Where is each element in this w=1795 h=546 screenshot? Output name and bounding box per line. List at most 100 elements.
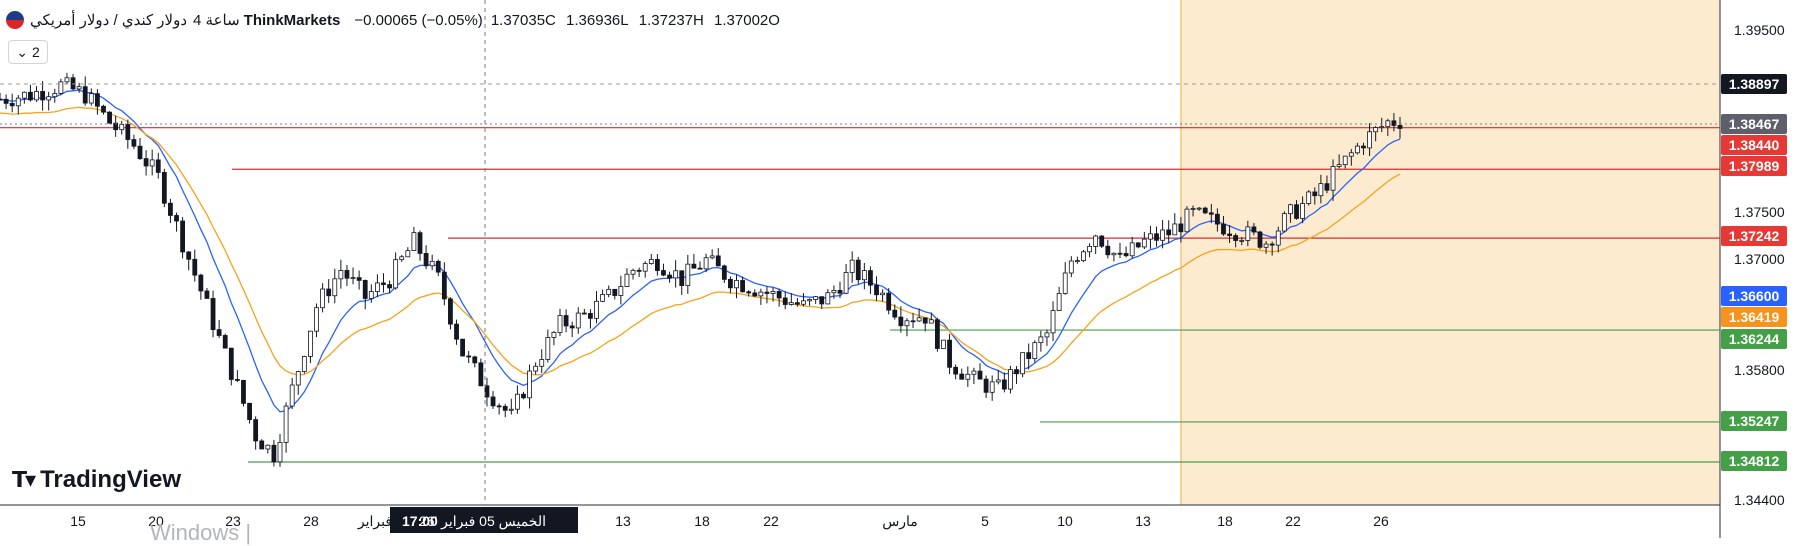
candle-body [728,278,733,289]
candle-body [192,258,198,276]
tradingview-logo[interactable]: 𝗧▾ TradingView [12,466,181,494]
candle-body [1245,226,1251,241]
indicators-toggle-button[interactable]: ⌄ 2 [8,40,48,64]
candle-body [387,284,392,289]
candle-body [393,259,399,289]
time-tick-label: 18 [694,513,710,529]
chevron-down-icon: ⌄ [16,43,28,60]
candle-body [801,300,806,305]
candle-body [807,299,812,302]
candle-body [636,269,642,272]
candle-body [1184,208,1190,233]
candle-body [983,378,989,393]
candle-body [502,405,508,411]
candle-body [1056,293,1062,312]
price-tick-label: 1.35800 [1734,362,1785,378]
candle-body [1050,310,1056,334]
candle-body [898,316,904,327]
candle-body [1336,164,1342,167]
price-label-text: 1.38440 [1729,137,1780,153]
candle-body [1324,183,1330,191]
candle-body [606,288,612,295]
candle-body [1257,231,1263,248]
candle-body [618,286,624,296]
price-label-box [1721,114,1787,134]
candle-body [971,370,977,375]
candle-body [478,362,484,387]
candle-body [508,408,514,411]
time-tick-label: 22 [1285,513,1301,529]
candle-body [1269,243,1275,246]
candle-body [484,385,490,398]
candle-body [186,251,192,260]
candle-body [1239,240,1245,242]
time-tick-label: 15 [70,513,86,529]
candle-body [892,309,898,318]
price-label-box [1721,135,1787,155]
highlight-zone [1181,0,1720,505]
candle-body [849,259,855,273]
candle-body [642,263,648,272]
candle-body [88,93,94,104]
candle-body [563,315,569,327]
candle-body [1397,125,1403,129]
candle-body [399,256,405,261]
candle-body [788,302,794,305]
candle-body [1099,235,1105,247]
time-axis[interactable]: 15 20 23 28 فبراير 13 18 22 مارس 5 10 13 18 22 26 الخمي… [70,507,1389,533]
time-tick-label: 28 [303,513,319,529]
time-tick-label: 10 [1057,513,1073,529]
candle-body [533,365,539,372]
time-tick-label: فبراير [357,513,392,530]
candle-body [977,370,983,380]
price-label-box [1721,226,1787,246]
candle-body [143,158,149,167]
timeframe[interactable]: 4 ساعة [193,12,240,29]
candle-body [210,298,216,331]
candle-body [654,259,660,271]
candle-body [1330,166,1336,191]
symbol-name[interactable]: دولار كندي / دولار أمريكي [30,12,188,29]
candle-body [1008,369,1013,390]
candle-body [174,215,179,222]
candle-body [222,335,228,349]
open-value: 1.37002O [714,11,780,29]
candle-body [40,91,46,101]
moving-averages [0,89,1401,413]
price-axis[interactable]: 1.39500 1.37500 1.37000 1.35800 1.34400 [1734,22,1785,508]
candle-body [764,291,770,294]
candle-body [831,290,837,294]
candle-body [0,98,3,101]
candle-body [277,441,283,463]
candle-body [94,93,100,107]
candle-body [928,319,934,324]
candle-body [228,347,234,380]
candle-body [1068,260,1074,274]
price-label-box [1721,411,1787,431]
crosshair-date-label: الخميس 05 فبراير '26 [419,513,546,530]
candle-body [776,291,782,299]
candle-body [855,259,861,281]
candle-body [947,339,952,368]
candle-body [204,290,210,299]
price-label-text: 1.38897 [1729,76,1780,92]
time-tick-label: 5 [981,513,989,529]
candle-body [715,255,721,267]
candle-body [1001,379,1007,390]
candle-body [521,393,526,399]
candle-body [965,373,971,380]
candle-body [630,269,636,275]
price-label-box [1721,286,1787,306]
candle-body [1123,253,1129,257]
candle-body [320,288,326,309]
candle-body [101,105,106,113]
candle-body [758,291,764,297]
logo-text: TradingView [40,466,181,493]
candle-body [466,355,472,358]
candle-body [1160,229,1166,241]
candle-body [995,379,1001,383]
candle-body [1154,233,1159,241]
candle-body [1166,229,1172,236]
candle-body [9,102,15,107]
